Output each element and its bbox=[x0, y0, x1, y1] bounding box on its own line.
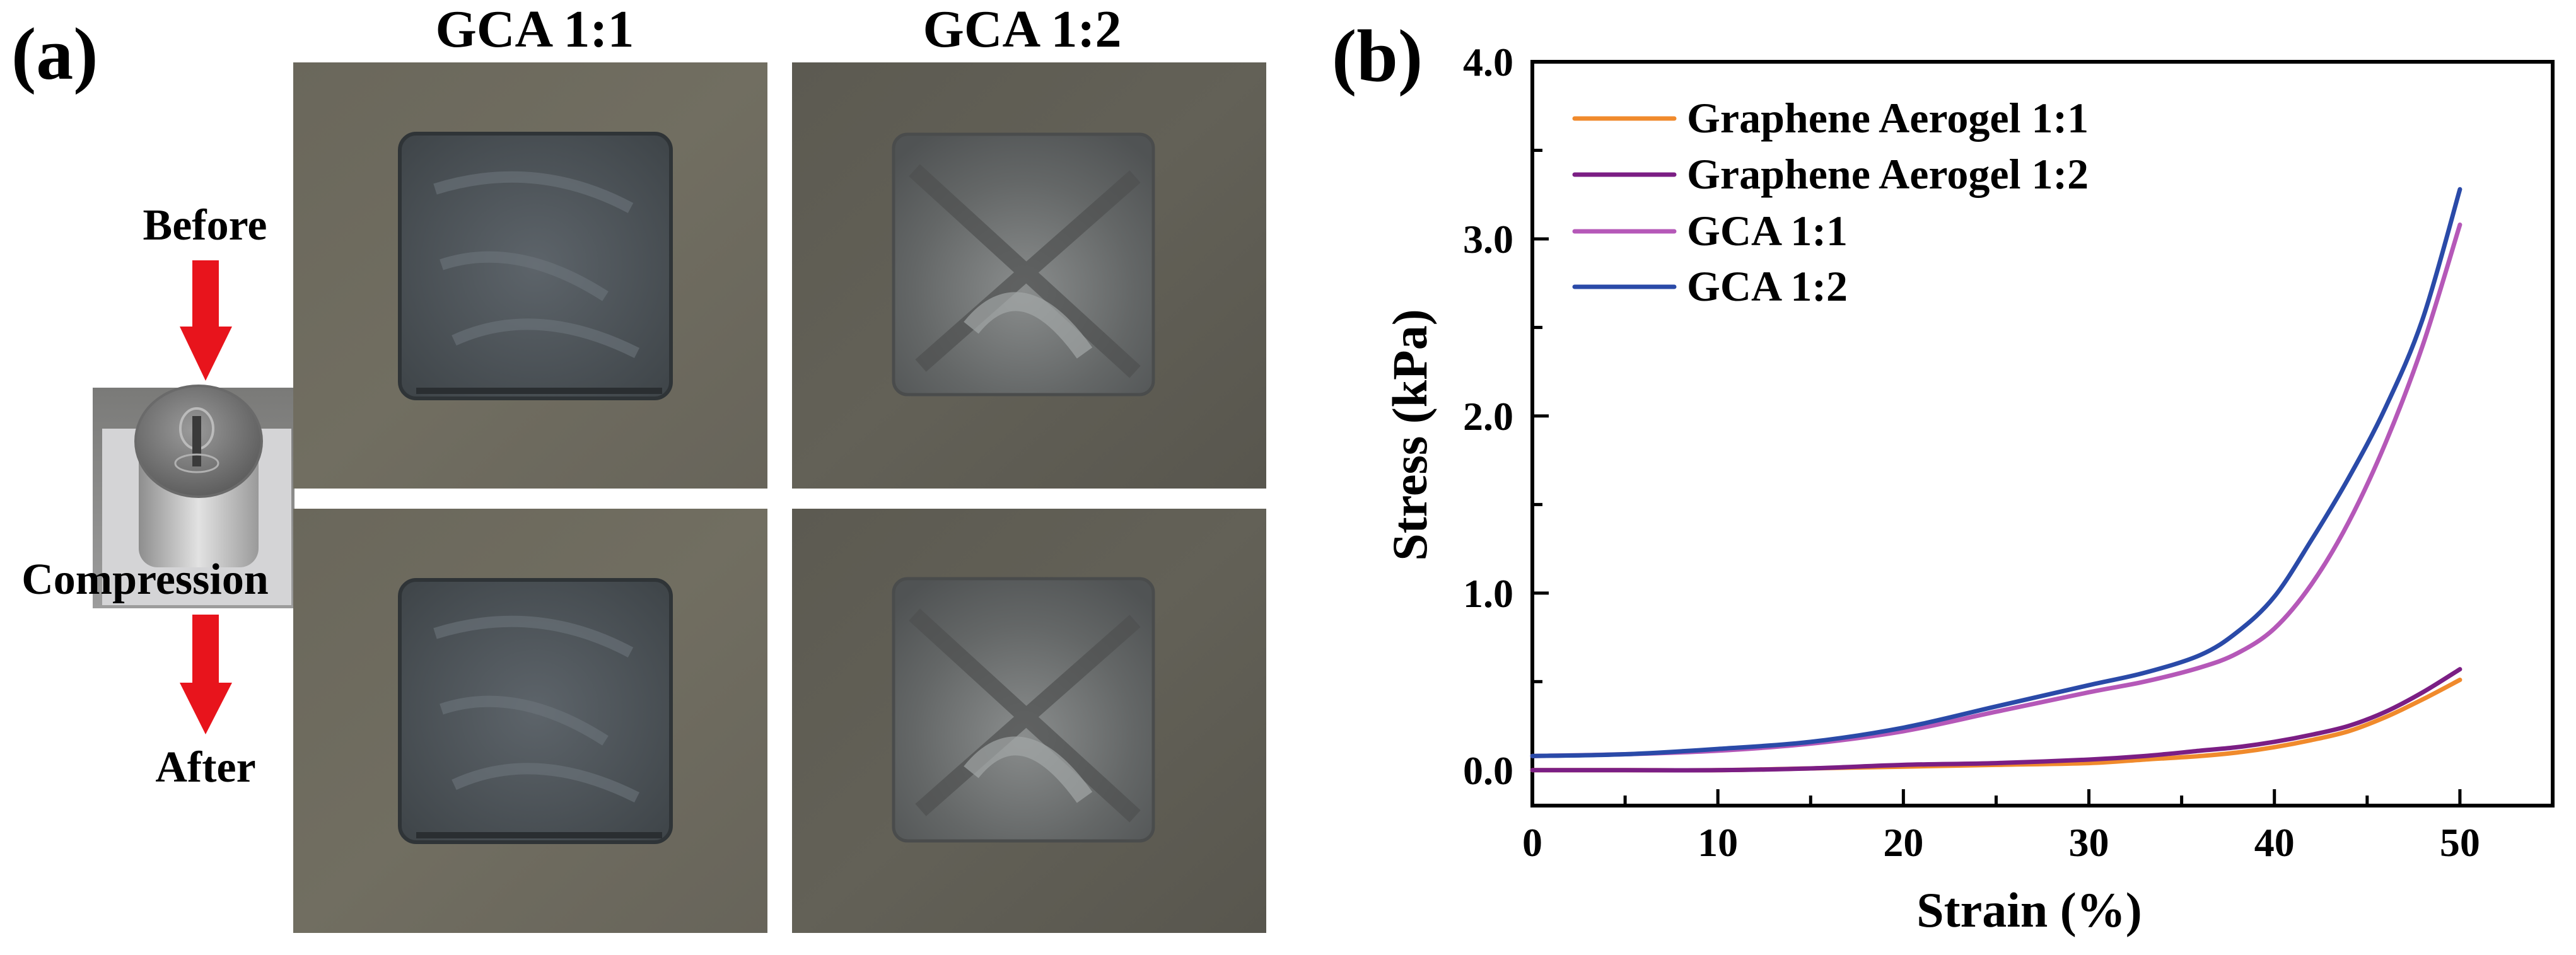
photo-after-gca-1-1 bbox=[293, 509, 767, 933]
series-line bbox=[1530, 678, 2462, 773]
x-tick-label: 20 bbox=[1883, 820, 1923, 865]
legend-item: Graphene Aerogel 1:1 bbox=[1572, 94, 2089, 142]
y-axis-ticks: 0.0 1.0 2.0 3.0 4.0 bbox=[1463, 40, 1549, 793]
panel-b-label: (b) bbox=[1332, 14, 1423, 97]
y-tick-label: 0.0 bbox=[1463, 748, 1513, 793]
photo-before-gca-1-1 bbox=[293, 62, 767, 489]
x-axis-title: Strain (%) bbox=[1916, 883, 2142, 937]
plot-area: 0.0 1.0 2.0 3.0 4.0 0 10 20 30 40 50 bbox=[1463, 40, 2555, 865]
photo-before-gca-1-2 bbox=[792, 62, 1266, 489]
column-title-gca-1-1: GCA 1:1 bbox=[436, 0, 634, 59]
compression-label: Compression bbox=[21, 555, 269, 604]
y-tick-label: 1.0 bbox=[1463, 571, 1513, 616]
legend-item: GCA 1:2 bbox=[1572, 262, 1848, 310]
down-arrow-icon-after bbox=[180, 615, 232, 734]
legend: Graphene Aerogel 1:1 Graphene Aerogel 1:… bbox=[1572, 94, 2089, 310]
before-label: Before bbox=[143, 201, 267, 250]
panel-a: (a) GCA 1:1 GCA 1:2 Before Compression A… bbox=[11, 0, 1266, 933]
legend-label: Graphene Aerogel 1:2 bbox=[1687, 150, 2089, 198]
x-tick-label: 30 bbox=[2069, 820, 2109, 865]
legend-label: Graphene Aerogel 1:1 bbox=[1687, 94, 2089, 142]
after-label: After bbox=[155, 743, 255, 792]
y-axis-title: Stress (kPa) bbox=[1382, 309, 1437, 560]
legend-item: Graphene Aerogel 1:2 bbox=[1572, 150, 2089, 198]
y-tick-label: 2.0 bbox=[1463, 394, 1513, 439]
x-axis-ticks: 0 10 20 30 40 50 bbox=[1522, 789, 2480, 865]
series-line bbox=[1530, 187, 2462, 758]
plot-frame bbox=[1530, 60, 2555, 807]
column-title-gca-1-2: GCA 1:2 bbox=[923, 0, 1122, 59]
photo-after-gca-1-2 bbox=[792, 509, 1266, 933]
y-tick-label: 4.0 bbox=[1463, 40, 1513, 84]
y-tick-label: 3.0 bbox=[1463, 217, 1513, 262]
x-tick-label: 0 bbox=[1522, 820, 1542, 865]
legend-label: GCA 1:2 bbox=[1687, 262, 1848, 310]
compression-weight-photo bbox=[93, 385, 294, 608]
series-line bbox=[1530, 667, 2462, 773]
legend-item: GCA 1:1 bbox=[1572, 207, 1848, 255]
x-tick-label: 10 bbox=[1698, 820, 1738, 865]
panel-b: (b) 0.0 1.0 2.0 3.0 4.0 0 10 20 30 40 50 Strain (… bbox=[1332, 14, 2555, 937]
x-tick-label: 40 bbox=[2254, 820, 2295, 865]
legend-label: GCA 1:1 bbox=[1687, 207, 1848, 255]
panel-a-label: (a) bbox=[11, 13, 98, 95]
stress-strain-curves bbox=[1530, 187, 2462, 773]
x-tick-label: 50 bbox=[2440, 820, 2480, 865]
down-arrow-icon-before bbox=[180, 260, 232, 381]
series-line bbox=[1530, 222, 2462, 758]
